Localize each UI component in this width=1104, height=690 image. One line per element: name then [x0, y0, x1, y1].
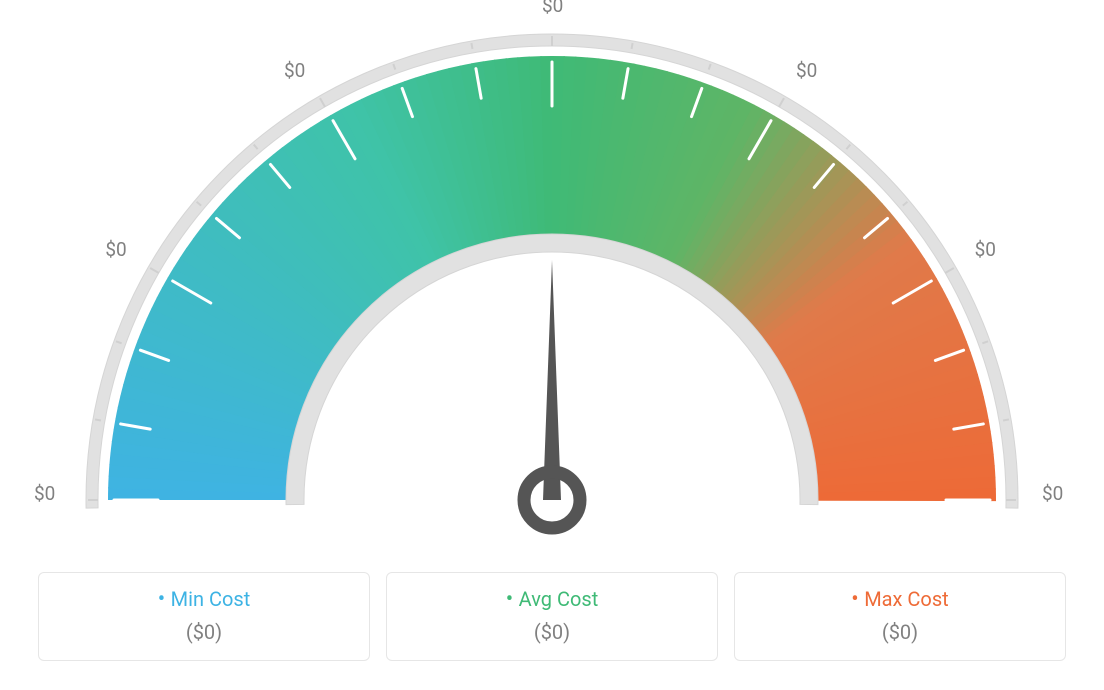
- legend-card-avg: Avg Cost ($0): [386, 572, 718, 661]
- legend-value: ($0): [39, 620, 369, 644]
- scale-label: $0: [105, 238, 126, 261]
- legend-value: ($0): [387, 620, 717, 644]
- gauge: $0$0$0$0$0$0$0: [52, 0, 1052, 560]
- scale-label: $0: [542, 0, 563, 17]
- legend-title: Max Cost: [735, 587, 1065, 612]
- legend-title: Min Cost: [39, 587, 369, 612]
- cost-gauge-chart: $0$0$0$0$0$0$0 Min Cost($0)Avg Cost($0)M…: [0, 0, 1104, 690]
- scale-label: $0: [1042, 482, 1063, 505]
- legend-row: Min Cost ($0) Avg Cost ($0) Max Cost ($0): [38, 572, 1066, 661]
- scale-label: $0: [975, 238, 996, 261]
- legend-title: Avg Cost: [387, 587, 717, 612]
- legend-card-max: Max Cost ($0): [734, 572, 1066, 661]
- legend-card-min: Min Cost ($0): [38, 572, 370, 661]
- scale-label: $0: [796, 59, 817, 82]
- legend-value: ($0): [735, 620, 1065, 644]
- scale-label: $0: [34, 482, 55, 505]
- scale-label: $0: [284, 59, 305, 82]
- gauge-svg: [52, 0, 1052, 560]
